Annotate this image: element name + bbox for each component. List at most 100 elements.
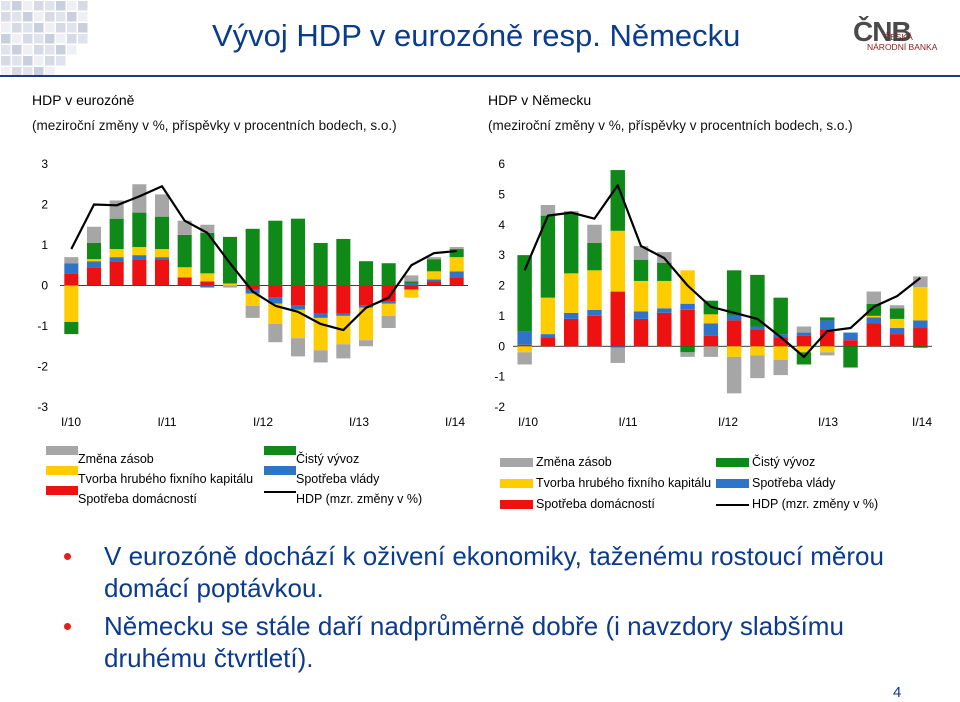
ez-bar-tvorba-kapitalu	[449, 257, 464, 272]
de-ytick-label: 5	[498, 187, 505, 201]
ez-bar-cisty-vyvoz	[245, 228, 260, 286]
corner-square	[1, 34, 11, 44]
ez-bar-tvorba-kapitalu	[358, 307, 374, 341]
de-bar-spotreba-vlady	[587, 309, 602, 316]
de-legend-swatch	[500, 458, 533, 467]
de-legend-label: Tvorba hrubého fixního kapitálu	[536, 476, 712, 490]
de-bar-zmena-zasob	[633, 246, 649, 260]
de-bar-spotreba-vlady	[517, 331, 532, 345]
ez-legend-label: Změna zásob	[78, 452, 154, 466]
de-bar-spotreba-vlady	[563, 312, 579, 319]
ez-legend-label: Spotřeba domácností	[78, 492, 197, 506]
de-bar-cisty-vyvoz	[889, 308, 905, 319]
de-bar-tvorba-kapitalu	[820, 346, 835, 353]
de-hdp-line	[523, 184, 922, 358]
ez-bar-spotreba-vlady	[109, 257, 124, 262]
corner-square	[34, 67, 44, 75]
de-bar-spotreba-vlady	[726, 315, 742, 321]
ez-bar-spotreba-domacnosti	[64, 273, 79, 286]
cnb-logo-line1: ČESKÁ	[884, 32, 913, 42]
de-legend-label: Čistý vývoz	[752, 455, 816, 469]
corner-square	[67, 1, 77, 11]
ez-bar-zmena-zasob	[404, 275, 419, 282]
de-bar-spotreba-domacnosti	[750, 329, 765, 347]
ez-legend-swatch	[264, 466, 296, 475]
de-bar-spotreba-vlady	[610, 346, 625, 348]
de-bar-zmena-zasob	[773, 359, 788, 376]
de-ytick-label: 2	[498, 279, 505, 293]
ez-bar-tvorba-kapitalu	[64, 285, 79, 322]
ez-bar-tvorba-kapitalu	[132, 247, 147, 256]
ez-bar-spotreba-domacnosti	[381, 285, 396, 302]
de-legend-swatch	[716, 504, 749, 506]
corner-square	[12, 1, 22, 11]
de-bar-spotreba-vlady	[866, 317, 882, 324]
ez-bar-spotreba-domacnosti	[358, 285, 374, 306]
ez-legend-swatch	[264, 491, 296, 493]
de-bar-tvorba-kapitalu	[563, 273, 579, 313]
ez-bar-spotreba-domacnosti	[154, 259, 170, 286]
de-bar-tvorba-kapitalu	[889, 318, 905, 329]
de-bar-tvorba-kapitalu	[540, 297, 556, 335]
corner-square	[67, 23, 77, 33]
corner-square	[23, 45, 33, 55]
de-bar-zmena-zasob	[540, 205, 556, 216]
corner-square	[45, 56, 55, 66]
de-bar-spotreba-domacnosti	[587, 315, 602, 347]
ez-bar-spotreba-domacnosti	[290, 285, 306, 306]
corner-square	[67, 12, 77, 22]
ez-bar-zmena-zasob	[381, 315, 396, 329]
de-bar-zmena-zasob	[889, 305, 905, 309]
ez-bar-spotreba-domacnosti	[109, 261, 124, 286]
ez-bar-cisty-vyvoz	[336, 238, 351, 286]
bullet-list: V eurozóně dochází k oživení ekonomiky, …	[62, 540, 942, 680]
corner-square	[34, 1, 44, 11]
ez-legend-swatch	[46, 446, 78, 455]
ez-bar-cisty-vyvoz	[381, 263, 396, 286]
corner-square	[56, 45, 66, 55]
de-bar-spotreba-vlady	[820, 320, 835, 330]
ez-bar-cisty-vyvoz	[132, 212, 147, 248]
de-bar-spotreba-domacnosti	[866, 323, 882, 347]
de-legend-label: Změna zásob	[536, 455, 612, 469]
de-bar-zmena-zasob	[913, 276, 928, 288]
ez-bar-spotreba-domacnosti	[245, 285, 260, 290]
de-bar-tvorba-kapitalu	[913, 287, 928, 321]
de-ytick-label: 3	[498, 248, 505, 262]
slide-title: Vývoj HDP v eurozóně resp. Německu	[212, 18, 741, 53]
ez-bar-spotreba-domacnosti	[336, 285, 351, 314]
ez-bar-spotreba-vlady	[404, 283, 419, 286]
de-bar-spotreba-domacnosti	[889, 334, 905, 347]
de-chart-title: HDP v Německu	[488, 92, 592, 108]
de-bar-tvorba-kapitalu	[657, 280, 672, 309]
corner-square	[1, 67, 11, 75]
de-chart-subtitle: (meziroční změny v %, příspěvky v procen…	[488, 118, 853, 133]
ez-ytick-label: 0	[41, 279, 48, 293]
corner-square	[45, 45, 55, 55]
ez-legend-label: HDP (mzr. změny v %)	[296, 492, 423, 506]
corner-square	[12, 56, 22, 66]
corner-square	[78, 12, 88, 22]
de-bar-spotreba-vlady	[843, 332, 858, 341]
de-bar-zmena-zasob	[726, 356, 742, 394]
de-bar-spotreba-domacnosti	[703, 335, 719, 347]
ez-bar-cisty-vyvoz	[290, 218, 306, 286]
de-bar-cisty-vyvoz	[563, 212, 579, 274]
corner-square	[34, 56, 44, 66]
ez-bar-spotreba-domacnosti	[200, 281, 215, 286]
de-bar-cisty-vyvoz	[913, 346, 928, 348]
corner-square	[23, 1, 33, 11]
ez-xtick-label: I/12	[253, 415, 273, 429]
corner-square	[23, 56, 33, 66]
de-bar-cisty-vyvoz	[680, 346, 695, 353]
ez-xtick-label: I/11	[157, 415, 176, 429]
de-ytick-label: 4	[498, 218, 505, 232]
bullet-item: V eurozóně dochází k oživení ekonomiky, …	[62, 540, 942, 604]
ez-bar-spotreba-vlady	[64, 263, 79, 274]
de-bar-cisty-vyvoz	[587, 242, 602, 271]
corner-square	[78, 1, 88, 11]
bullet-item: Německu se stále daří nadprůměrně dobře …	[62, 610, 942, 674]
de-legend-swatch	[500, 500, 533, 509]
ez-bar-spotreba-domacnosti	[132, 259, 147, 286]
de-xtick-label: I/13	[818, 415, 838, 429]
